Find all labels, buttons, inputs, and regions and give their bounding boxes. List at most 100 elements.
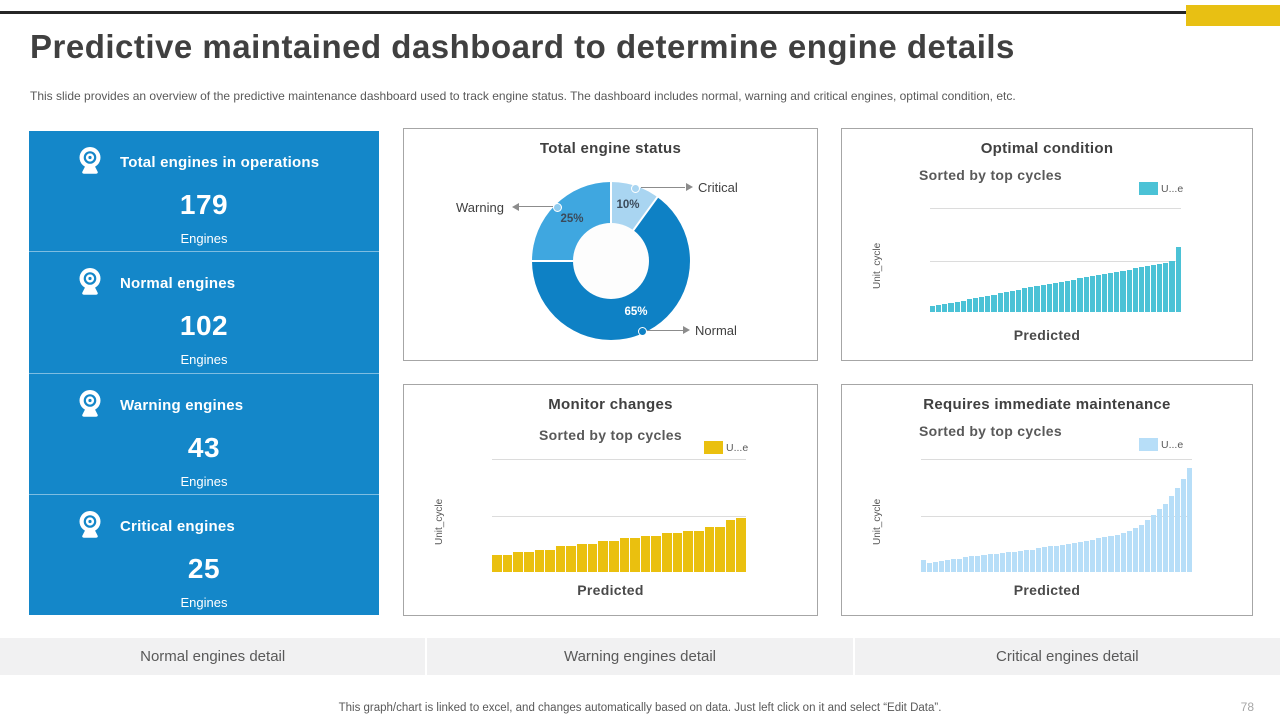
- chart-subtitle: Sorted by top cycles: [539, 427, 682, 443]
- bar: [736, 518, 746, 572]
- bar: [1169, 260, 1175, 312]
- warning-callout-label: Warning: [456, 200, 504, 215]
- page-title: Predictive maintained dashboard to deter…: [30, 28, 1015, 65]
- bar: [587, 544, 598, 572]
- kpi-label: Normal engines: [120, 275, 236, 293]
- bar: [1096, 538, 1102, 572]
- bar: [1102, 537, 1108, 572]
- legend-swatch: [1139, 438, 1158, 451]
- bar: [933, 561, 939, 572]
- bars: [921, 460, 1193, 572]
- monitor-changes-bar-chart: [492, 459, 746, 572]
- bar: [651, 536, 661, 572]
- kpi-value: 43: [187, 431, 221, 463]
- donut-hole: [573, 223, 649, 299]
- bar: [1017, 550, 1023, 572]
- bar: [1162, 503, 1168, 572]
- bar: [1174, 488, 1181, 572]
- bar: [1114, 271, 1120, 312]
- bar: [1005, 551, 1011, 572]
- bar: [1144, 520, 1150, 572]
- bar: [960, 300, 966, 312]
- critical-callout-label: Critical: [698, 180, 738, 195]
- bar: [1181, 479, 1187, 572]
- normal-callout-dot: [638, 327, 647, 336]
- bar: [577, 544, 587, 572]
- kpi-warning-engines: Warning engines 43 Engines: [29, 372, 379, 494]
- bar: [1060, 545, 1066, 572]
- bar: [1095, 274, 1101, 312]
- donut-separator: [610, 182, 612, 261]
- gridline: [492, 516, 746, 517]
- kpi-normal-engines: Normal engines 102 Engines: [29, 251, 379, 372]
- bar: [951, 558, 957, 572]
- bar: [954, 301, 960, 312]
- kpi-value: 25: [187, 552, 221, 584]
- bar: [662, 532, 672, 572]
- bar: [1157, 263, 1163, 312]
- page-subtitle: This slide provides an overview of the p…: [30, 89, 1016, 103]
- kpi-label: Critical engines: [120, 517, 235, 535]
- warning-pct-label: 25%: [560, 213, 584, 225]
- tab-normal-engines-detail[interactable]: Normal engines detail: [0, 638, 426, 675]
- legend-label: U...e: [1161, 438, 1184, 451]
- legend-swatch: [1139, 182, 1158, 195]
- kpi-value: 102: [179, 310, 229, 342]
- bar: [1011, 551, 1017, 572]
- requires-maintenance-panel: Requires immediate maintenance Sorted by…: [841, 384, 1253, 616]
- bar: [1101, 273, 1108, 312]
- normal-pct-label: 65%: [624, 306, 648, 318]
- chart-subtitle: Sorted by top cycles: [919, 423, 1062, 439]
- normal-callout-line: [647, 330, 683, 331]
- bar: [1054, 546, 1060, 572]
- tab-critical-engines-detail[interactable]: Critical engines detail: [852, 638, 1280, 675]
- bars: [930, 209, 1181, 312]
- bar: [513, 551, 523, 572]
- optimal-condition-bar-chart: [930, 208, 1181, 312]
- bar: [1072, 542, 1078, 572]
- kpi-unit: Engines: [180, 352, 228, 368]
- bar: [1046, 284, 1052, 312]
- bar: [1015, 290, 1022, 312]
- chart-title: Requires immediate maintenance: [923, 396, 1171, 413]
- bar: [1120, 532, 1126, 572]
- bar: [1052, 283, 1058, 312]
- bar: [1175, 247, 1181, 312]
- legend-label: U...e: [1161, 182, 1184, 195]
- kpi-total-engines: Total engines in operations 179 Engines: [29, 131, 379, 251]
- requires-maintenance-bar-chart: [921, 459, 1193, 572]
- bar: [997, 293, 1003, 312]
- bar: [1090, 539, 1096, 572]
- bar: [1028, 287, 1034, 312]
- gridline: [921, 516, 1192, 517]
- bar: [1151, 264, 1157, 312]
- bar: [921, 559, 927, 572]
- bar: [1138, 524, 1144, 572]
- bar: [1071, 280, 1077, 312]
- bar: [1047, 546, 1054, 572]
- tab-warning-engines-detail[interactable]: Warning engines detail: [425, 638, 853, 675]
- bar: [945, 559, 951, 572]
- critical-callout-line: [641, 187, 685, 188]
- total-engine-status-panel: Total engine status 10% 25% 65% Critical…: [403, 128, 818, 361]
- chart-title: Total engine status: [539, 140, 682, 157]
- bar: [1023, 549, 1029, 572]
- bar: [1114, 535, 1120, 572]
- bar: [957, 558, 963, 572]
- y-axis-label: Unit_cycle: [434, 498, 445, 545]
- bar: [1083, 276, 1089, 312]
- bar: [1108, 536, 1114, 572]
- kpi-label: Warning engines: [120, 396, 244, 414]
- bar: [725, 520, 736, 572]
- bar: [999, 552, 1005, 572]
- critical-callout-dot: [631, 184, 640, 193]
- arrow-left-icon: [512, 203, 519, 211]
- bar: [975, 556, 981, 572]
- bar: [1126, 530, 1132, 572]
- monitor-changes-panel: Monitor changes Sorted by top cycles U..…: [403, 384, 818, 616]
- bar: [981, 555, 987, 572]
- bar: [1144, 265, 1151, 312]
- bar: [555, 546, 566, 572]
- chart-legend: U...e: [704, 441, 748, 454]
